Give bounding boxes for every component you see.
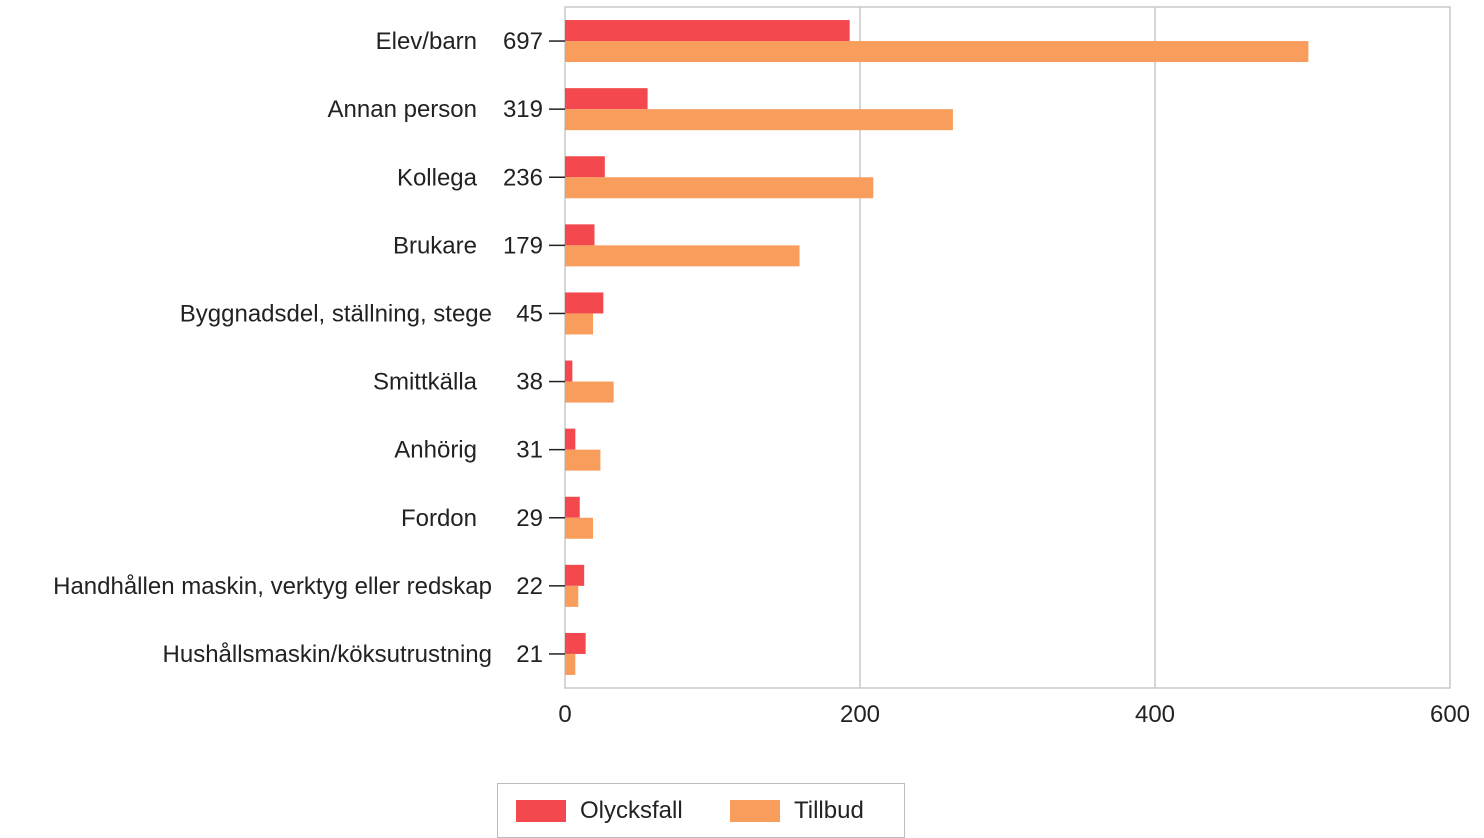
bar-tillbud (565, 449, 601, 471)
category-total-label: 29 (516, 505, 543, 532)
category-label: Smittkälla (373, 369, 478, 396)
category-total-label: 319 (503, 96, 543, 123)
bar-olycksfall (565, 224, 595, 246)
category-total-label: 179 (503, 232, 543, 259)
bar-olycksfall (565, 496, 580, 518)
category-labels: 697 Elev/barn 319 Annan person 236 Kollega 179… (53, 28, 565, 668)
bar-tillbud (565, 517, 594, 539)
category-label: Anhörig (394, 437, 477, 464)
bar-olycksfall (565, 428, 576, 450)
bar-olycksfall (565, 360, 573, 382)
legend: Olycksfall Tillbud (497, 783, 905, 838)
category-total-label: 31 (516, 437, 543, 464)
bar-tillbud (565, 41, 1309, 63)
category-total-label: 38 (516, 369, 543, 396)
bar-tillbud (565, 245, 800, 267)
bar-olycksfall (565, 88, 648, 110)
x-tick-label: 200 (840, 701, 880, 728)
category-label: Annan person (328, 96, 477, 123)
bar-tillbud (565, 381, 614, 403)
category-label: Elev/barn (376, 28, 477, 55)
bar-tillbud (565, 653, 576, 675)
category-label: Hushållsmaskin/köksutrustning (163, 641, 492, 668)
x-tick-label: 600 (1430, 701, 1470, 728)
category-label: Handhållen maskin, verktyg eller redskap (53, 573, 492, 600)
legend-item-olycksfall: Olycksfall (516, 797, 683, 825)
legend-item-tillbud: Tillbud (730, 797, 864, 825)
category-label: Kollega (397, 164, 478, 191)
x-tick-label: 400 (1135, 701, 1175, 728)
legend-label-tillbud: Tillbud (794, 797, 864, 824)
bar-olycksfall (565, 20, 850, 42)
legend-swatch-tillbud (730, 800, 780, 822)
category-total-label: 21 (516, 641, 543, 668)
bar-olycksfall (565, 292, 604, 314)
category-label: Byggnadsdel, ställning, stege (180, 300, 492, 327)
category-total-label: 236 (503, 164, 543, 191)
plot-frame (564, 6, 1451, 689)
category-label: Fordon (401, 505, 477, 532)
category-total-label: 45 (516, 300, 543, 327)
legend-swatch-olycksfall (516, 800, 566, 822)
category-label: Brukare (393, 232, 477, 259)
bar-olycksfall (565, 632, 586, 654)
legend-label-olycksfall: Olycksfall (580, 797, 683, 824)
bar-tillbud (565, 585, 579, 607)
bar-olycksfall (565, 156, 605, 178)
bar-tillbud (565, 313, 594, 335)
bars (565, 20, 1309, 675)
category-total-label: 697 (503, 28, 543, 55)
x-axis-tick-labels: 0 200 400 600 (558, 701, 1470, 728)
bar-tillbud (565, 177, 874, 199)
bar-olycksfall (565, 564, 585, 586)
x-tick-label: 0 (558, 701, 571, 728)
bar-tillbud (565, 109, 953, 131)
bar-chart: 697 Elev/barn 319 Annan person 236 Kollega 179… (53, 6, 1470, 728)
category-total-label: 22 (516, 573, 543, 600)
